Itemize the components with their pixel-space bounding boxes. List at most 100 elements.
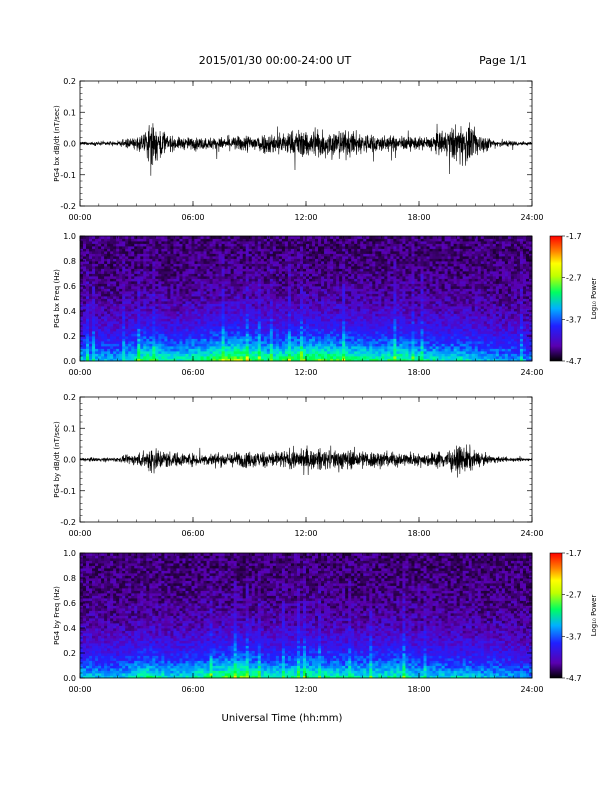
heatmap-cell (86, 341, 90, 344)
heatmap-cell (149, 276, 153, 279)
heatmap-cell (254, 351, 259, 354)
heatmap-cell (128, 253, 132, 257)
heatmap-cell (327, 281, 331, 284)
heatmap-cell (212, 313, 216, 317)
heatmap-cell (143, 351, 147, 354)
heatmap-cell (342, 331, 346, 334)
heatmap-cell (116, 338, 120, 342)
heatmap-cell (324, 341, 328, 344)
heatmap-cell (182, 303, 186, 307)
heatmap-cell (360, 246, 364, 249)
heatmap-cell (110, 251, 114, 254)
heatmap-cell (116, 286, 120, 289)
heatmap-cell (309, 238, 313, 242)
heatmap-cell (80, 348, 84, 352)
heatmap-cell (296, 256, 301, 259)
heatmap-cell (224, 353, 229, 357)
heatmap-cell (224, 351, 229, 354)
heatmap-cell (221, 301, 226, 304)
heatmap-cell (369, 353, 373, 357)
heatmap-cell (125, 298, 129, 302)
heatmap-cell (251, 236, 256, 239)
heatmap-cell (224, 338, 229, 342)
heatmap-cell (158, 333, 162, 337)
heatmap-cell (203, 326, 207, 329)
heatmap-cell (242, 246, 247, 249)
heatmap-cell (230, 263, 235, 267)
heatmap-cell (203, 338, 207, 342)
heatmap-cell (263, 318, 268, 322)
heatmap-cell (333, 293, 337, 297)
heatmap-cell (161, 293, 165, 297)
heatmap-cell (215, 266, 220, 269)
heatmap-cell (194, 243, 198, 247)
heatmap-cell (296, 353, 301, 357)
heatmap-cell (275, 278, 280, 282)
heatmap-cell (197, 353, 201, 357)
heatmap-cell (339, 353, 343, 357)
heatmap-cell (110, 248, 114, 252)
heatmap-cell (324, 316, 328, 319)
heatmap-cell (227, 261, 232, 264)
heatmap-cell (263, 333, 268, 337)
heatmap-cell (209, 281, 213, 284)
heatmap-cell (330, 281, 334, 284)
heatmap-cell (333, 353, 337, 357)
heatmap-cell (254, 313, 259, 317)
heatmap-cell (134, 311, 138, 314)
heatmap-cell (83, 273, 87, 277)
heatmap-cell (366, 236, 370, 239)
heatmap-cell (363, 303, 367, 307)
heatmap-cell (309, 241, 313, 244)
heatmap-cell (209, 343, 213, 347)
heatmap-cell (266, 353, 271, 357)
heatmap-cell (230, 256, 235, 259)
heatmap-cell (80, 291, 84, 294)
heatmap-cell (227, 246, 232, 249)
heatmap-cell (110, 311, 114, 314)
heatmap-cell (173, 336, 177, 339)
heatmap-cell (239, 321, 244, 324)
heatmap-cell (152, 291, 156, 294)
heatmap-cell (215, 351, 220, 354)
heatmap-cell (191, 333, 195, 337)
heatmap-cell (155, 248, 159, 252)
heatmap-cell (89, 358, 93, 362)
heatmap-cell (333, 323, 337, 327)
heatmap-cell (89, 308, 93, 312)
heatmap-cell (179, 313, 183, 317)
heatmap-cell (230, 278, 235, 282)
heatmap-cell (233, 341, 238, 344)
heatmap-cell (336, 293, 340, 297)
heatmap-cell (272, 278, 277, 282)
heatmap-cell (143, 306, 147, 309)
heatmap-cell (260, 323, 265, 327)
heatmap-cell (197, 248, 201, 252)
heatmap-cell (333, 236, 337, 239)
heatmap-cell (306, 283, 310, 287)
heatmap-cell (245, 301, 250, 304)
heatmap-cell (333, 308, 337, 312)
heatmap-cell (140, 291, 144, 294)
heatmap-cell (83, 271, 87, 274)
heatmap-cell (119, 308, 123, 312)
heatmap-cell (152, 356, 156, 359)
heatmap-cell (230, 308, 235, 312)
heatmap-cell (266, 336, 271, 339)
heatmap-cell (167, 248, 171, 252)
heatmap-cell (312, 306, 316, 309)
heatmap-cell (315, 318, 319, 322)
heatmap-cell (299, 241, 304, 244)
heatmap-cell (137, 321, 141, 324)
heatmap-cell (309, 308, 313, 312)
heatmap-cell (86, 281, 90, 284)
heatmap-cell (363, 346, 367, 349)
heatmap-cell (212, 323, 216, 327)
heatmap-cell (107, 316, 111, 319)
heatmap-cell (197, 343, 201, 347)
heatmap-cell (194, 326, 198, 329)
heatmap-cell (248, 296, 253, 299)
heatmap-cell (131, 258, 135, 262)
heatmap-cell (224, 293, 229, 297)
heatmap-cell (134, 238, 138, 242)
